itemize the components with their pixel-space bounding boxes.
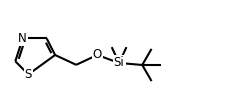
Text: N: N — [18, 32, 27, 45]
Text: O: O — [93, 49, 102, 61]
Text: Si: Si — [114, 56, 124, 69]
Text: S: S — [25, 68, 32, 81]
